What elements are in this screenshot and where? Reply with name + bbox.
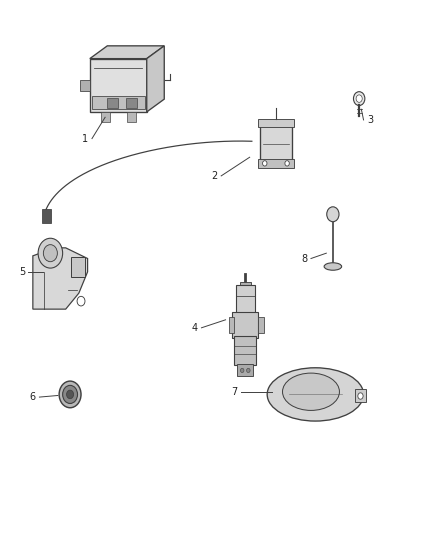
Circle shape (59, 381, 81, 408)
Text: 1: 1 (82, 134, 88, 143)
Circle shape (240, 368, 244, 373)
Bar (234, 336, 256, 365)
Bar (92, 96, 145, 109)
Bar (240, 282, 251, 288)
Circle shape (358, 393, 363, 399)
Bar (236, 285, 255, 314)
Circle shape (285, 161, 289, 166)
Circle shape (77, 296, 85, 306)
Circle shape (263, 161, 267, 166)
Circle shape (67, 390, 74, 399)
Text: 6: 6 (30, 392, 36, 402)
Circle shape (63, 385, 78, 403)
Bar (126, 98, 137, 108)
Circle shape (43, 245, 57, 262)
Bar (258, 159, 294, 168)
Text: 8: 8 (301, 254, 307, 263)
Text: 2: 2 (212, 171, 218, 181)
Bar (355, 389, 366, 402)
Bar (237, 364, 253, 376)
Bar (259, 124, 292, 164)
Text: 7: 7 (231, 387, 237, 397)
Text: 3: 3 (367, 115, 373, 125)
Circle shape (247, 368, 250, 373)
Bar (101, 112, 110, 122)
Ellipse shape (267, 368, 364, 421)
Text: 4: 4 (192, 323, 198, 333)
Bar (258, 317, 264, 333)
Bar (107, 98, 118, 108)
Circle shape (327, 207, 339, 222)
Bar (127, 112, 136, 122)
Polygon shape (90, 59, 147, 112)
Ellipse shape (324, 263, 342, 270)
Bar (80, 80, 90, 91)
Bar (229, 317, 234, 333)
Ellipse shape (283, 373, 339, 410)
Circle shape (38, 238, 63, 268)
Text: 5: 5 (19, 267, 25, 277)
Bar (42, 209, 51, 223)
Bar (232, 312, 258, 338)
Polygon shape (147, 46, 164, 112)
Circle shape (353, 92, 365, 106)
Bar (258, 119, 294, 127)
Polygon shape (33, 248, 88, 309)
Circle shape (356, 95, 362, 102)
Polygon shape (90, 46, 164, 59)
Bar (71, 257, 85, 277)
